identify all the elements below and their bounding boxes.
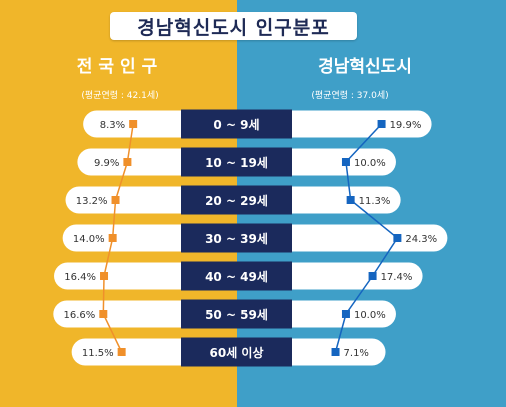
age-label: 10 ~ 19세 [205, 155, 268, 170]
right-bar [272, 338, 386, 366]
right-point [368, 272, 377, 280]
age-label: 20 ~ 29세 [205, 193, 268, 208]
right-bar [272, 224, 448, 252]
age-band [181, 223, 292, 253]
left-bar [54, 262, 202, 290]
left-bar [65, 186, 202, 214]
left-data-label: 16.4% [64, 272, 96, 283]
age-band [181, 261, 292, 291]
age-label: 30 ~ 39세 [205, 231, 268, 246]
left-data-label: 13.2% [76, 196, 108, 207]
right-heading: 경남혁신도시 [318, 57, 412, 77]
right-bar [272, 262, 423, 290]
right-subtitle: (평균연령 : 37.0세) [311, 91, 389, 101]
right-point [341, 158, 350, 166]
left-point [123, 158, 132, 166]
left-data-label: 8.3% [100, 120, 125, 131]
left-point [117, 348, 126, 356]
right-data-label: 19.9% [390, 120, 422, 131]
left-bar [71, 338, 202, 366]
right-bar [272, 148, 396, 176]
left-heading: 전국인구 [76, 57, 164, 77]
left-bar [77, 148, 201, 176]
left-data-label: 14.0% [73, 234, 105, 245]
age-label: 40 ~ 49세 [205, 269, 268, 284]
right-point [341, 310, 350, 318]
left-point [111, 196, 120, 204]
age-band [181, 147, 292, 177]
right-data-label: 10.0% [354, 310, 386, 321]
age-band [181, 185, 292, 215]
left-bar [62, 224, 202, 252]
right-point [377, 120, 386, 128]
right-bar [272, 186, 401, 214]
left-data-label: 16.6% [64, 310, 96, 321]
age-band [181, 337, 292, 367]
right-point [346, 196, 355, 204]
left-data-label: 11.5% [82, 348, 114, 359]
right-data-label: 17.4% [381, 272, 413, 283]
age-label: 0 ~ 9세 [213, 117, 259, 132]
left-point [129, 120, 138, 128]
right-data-label: 7.1% [344, 348, 369, 359]
chart-title: 경남혁신도시 인구분포 [110, 12, 357, 40]
age-band [181, 299, 292, 329]
left-point [100, 272, 109, 280]
right-data-label: 24.3% [405, 234, 437, 245]
left-bar [83, 110, 201, 138]
age-label: 60세 이상 [210, 345, 264, 360]
right-data-label: 10.0% [354, 158, 386, 169]
age-band [181, 109, 292, 139]
left-point [99, 310, 108, 318]
right-point [393, 234, 402, 242]
left-subtitle: (평균연령 : 42.1세) [81, 91, 159, 101]
right-point [331, 348, 340, 356]
age-label: 50 ~ 59세 [205, 307, 268, 322]
right-bar [272, 110, 432, 138]
left-bar [53, 300, 201, 328]
left-point [108, 234, 117, 242]
right-data-label: 11.3% [359, 196, 391, 207]
right-bar [272, 300, 396, 328]
left-data-label: 9.9% [94, 158, 119, 169]
